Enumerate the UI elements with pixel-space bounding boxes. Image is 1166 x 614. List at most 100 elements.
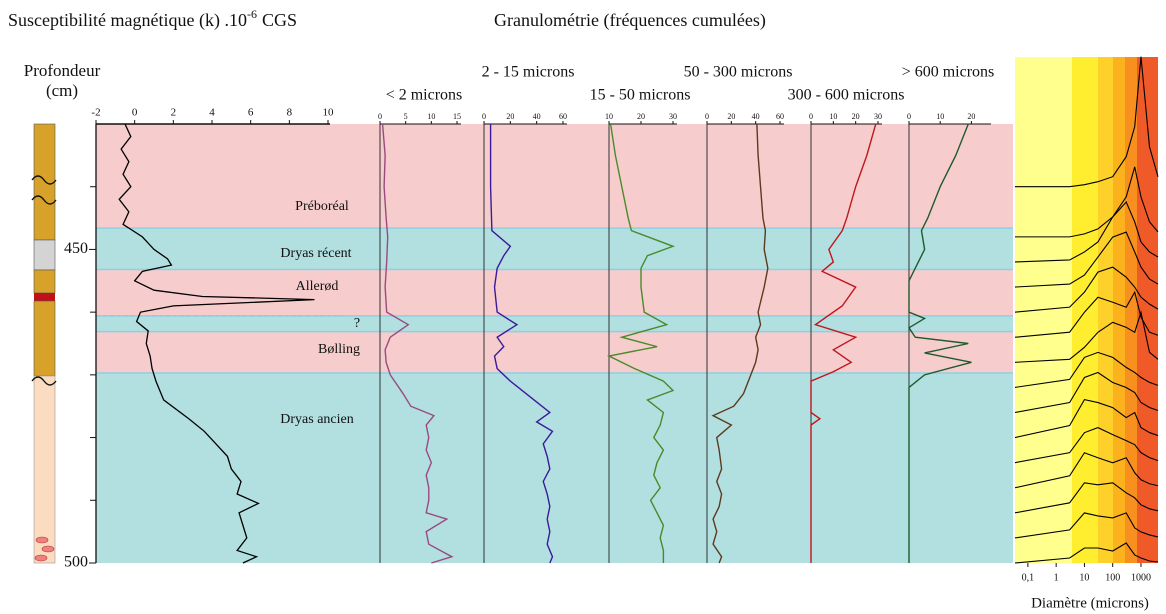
x-tick-label: 30 (669, 112, 677, 121)
x-tick-label: 8 (287, 107, 293, 119)
grain-size-curve (1014, 351, 1159, 388)
zone-band (96, 124, 1013, 229)
grain-size-curve (1014, 542, 1159, 564)
zone-label: Allerød (296, 279, 339, 294)
grain-size-curve (1014, 371, 1159, 414)
zone-band (96, 331, 1013, 373)
x-tick-label: 60 (776, 112, 784, 121)
x-tick-label: 40 (533, 112, 541, 121)
x-tick-label: 10 (427, 112, 435, 121)
x-tick-label: 4 (209, 107, 215, 119)
grain-size-curve (1014, 398, 1159, 439)
grain-size-curve (1014, 231, 1159, 288)
x-tick-label: 100 (1105, 572, 1120, 583)
size-band (1072, 57, 1098, 563)
x-tick-label: 30 (874, 112, 882, 121)
grain-size-curve (1014, 200, 1159, 263)
depth-label: Profondeur (24, 61, 101, 80)
grain-size-curve (1014, 512, 1159, 539)
panel-title: 15 - 50 microns (590, 87, 691, 104)
litho-symbol (35, 536, 49, 544)
x-tick-label: 6 (248, 107, 254, 119)
x-tick-label: 20 (727, 112, 735, 121)
grain-size-curve (1015, 166, 1159, 238)
x-tick-label: 1 (1054, 572, 1059, 583)
panel-title: 300 - 600 microns (788, 87, 905, 104)
x-tick-label: 0 (809, 112, 813, 121)
x-tick-label: 0 (378, 112, 382, 121)
x-tick-label: 10 (605, 112, 613, 121)
grain-size-curve (1014, 290, 1159, 338)
zone-label: Bølling (318, 342, 360, 357)
depth-label: (cm) (46, 81, 78, 100)
x-axis-label: Diamètre (microns) (1031, 595, 1149, 611)
litho-layer (34, 293, 55, 301)
litho-layer (33, 123, 56, 241)
y-tick-label: 450 (64, 240, 88, 257)
title-part: Susceptibilité magnétique (k) .10 (8, 10, 247, 31)
litho-layer (33, 300, 56, 377)
profile-line (381, 123, 454, 564)
litho-symbol (34, 554, 48, 562)
panel-title: < 2 microns (386, 87, 463, 104)
x-tick-label: 1000 (1131, 572, 1151, 583)
title-superscript: -6 (247, 7, 257, 21)
profile-line (118, 123, 315, 564)
grain-size-curve (1015, 56, 1159, 188)
zone-band (96, 372, 1013, 563)
zones: Préboréal Dryas récent Allerød? Bølling Drya… (96, 124, 1013, 563)
size-band (1137, 57, 1158, 563)
zone-label: ? (354, 316, 360, 331)
x-tick-label: 10 (936, 112, 944, 121)
panel-title: 2 - 15 microns (482, 64, 575, 81)
x-tick-label: 0 (705, 112, 709, 121)
zone-label: Dryas récent (280, 246, 351, 261)
x-tick-label: 15 (453, 112, 461, 121)
x-tick-label: 20 (967, 112, 975, 121)
x-tick-label: 10 (829, 112, 837, 121)
litho-layer (33, 375, 56, 564)
size-band (1125, 57, 1137, 563)
x-tick-label: 20 (637, 112, 645, 121)
x-tick-label: 10 (1079, 572, 1089, 583)
x-tick-label: 5 (404, 112, 408, 121)
x-tick-label: 0 (132, 107, 138, 119)
x-tick-label: 40 (752, 112, 760, 121)
zone-band (96, 269, 1013, 316)
y-tick-label: 500 (64, 554, 88, 571)
litho-layer (33, 239, 56, 271)
x-tick-label: 0 (482, 112, 486, 121)
profile-line (489, 124, 554, 564)
granulometry-title: Granulométrie (fréquences cumulées) (494, 10, 766, 31)
x-tick-label: 0,1 (1022, 572, 1035, 583)
x-tick-label: 60 (559, 112, 567, 121)
title-part: CGS (262, 10, 297, 30)
zone-label: Préboréal (295, 199, 349, 214)
profile-line (810, 123, 877, 563)
size-band (1098, 57, 1113, 563)
profile-line (908, 123, 972, 563)
x-tick-label: -2 (91, 107, 100, 119)
zone-band (96, 315, 1013, 332)
zone-band (96, 228, 1013, 270)
zone-label: Dryas ancien (280, 412, 353, 427)
x-tick-label: 20 (852, 112, 860, 121)
litho-contact (31, 175, 57, 386)
grain-size-curve (1014, 482, 1159, 514)
grain-size-curve (1014, 310, 1159, 363)
susceptibility-title: Susceptibilité magnétique (k) .10-6 CGS (8, 7, 297, 31)
x-tick-label: 2 (171, 107, 177, 119)
grain-size-curve (1014, 266, 1159, 313)
panel-title: 50 - 300 microns (684, 64, 793, 81)
panel-title: > 600 microns (902, 64, 995, 81)
profile-line (711, 123, 769, 564)
x-tick-label: 0 (907, 112, 911, 121)
litho-layer (33, 269, 56, 294)
x-tick-label: 10 (323, 107, 335, 119)
profile-line (606, 123, 676, 563)
grain-size-curve (1014, 427, 1159, 464)
litho-symbol (41, 545, 55, 553)
grain-size-curve (1014, 452, 1159, 489)
x-tick-label: 20 (506, 112, 514, 121)
